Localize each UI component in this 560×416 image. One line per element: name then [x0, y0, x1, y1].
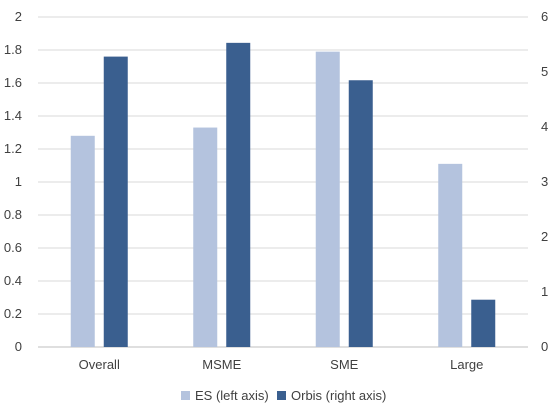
bar-orbis-large — [471, 299, 496, 347]
left-tick-label: 1.2 — [4, 141, 22, 156]
legend: ES (left axis) Orbis (right axis) — [181, 388, 386, 403]
bar-orbis-msme — [226, 42, 251, 347]
right-tick-label: 0 — [541, 339, 548, 354]
legend-label: ES (left axis) — [195, 388, 269, 403]
right-tick-label: 1 — [541, 284, 548, 299]
left-tick-label: 0.6 — [4, 240, 22, 255]
legend-label: Orbis (right axis) — [291, 388, 386, 403]
right-tick-label: 6 — [541, 9, 548, 24]
bar-orbis-sme — [348, 80, 373, 347]
left-tick-label: 2 — [15, 9, 22, 24]
right-tick-label: 2 — [541, 229, 548, 244]
bar-es-msme — [193, 127, 218, 347]
bar-orbis-overall — [103, 56, 128, 347]
left-tick-label: 1 — [15, 174, 22, 189]
right-tick-label: 5 — [541, 64, 548, 79]
left-tick-label: 0.8 — [4, 207, 22, 222]
left-tick-label: 1.6 — [4, 75, 22, 90]
category-label: Large — [450, 357, 483, 372]
category-label: Overall — [79, 357, 120, 372]
left-tick-label: 0.2 — [4, 306, 22, 321]
category-label: SME — [330, 357, 359, 372]
right-tick-label: 3 — [541, 174, 548, 189]
legend-swatch — [181, 391, 190, 400]
left-tick-label: 0 — [15, 339, 22, 354]
left-tick-label: 0.4 — [4, 273, 22, 288]
bar-es-sme — [315, 51, 340, 348]
bar-es-large — [438, 163, 463, 347]
bar-es-overall — [70, 135, 95, 347]
category-label: MSME — [202, 357, 241, 372]
left-axis-ticks: 0 0.2 0.4 0.6 0.8 1 1.2 1.4 1.6 1.8 2 — [4, 9, 22, 354]
left-tick-label: 1.8 — [4, 42, 22, 57]
bars — [70, 42, 496, 348]
right-tick-label: 4 — [541, 119, 548, 134]
left-tick-label: 1.4 — [4, 108, 22, 123]
right-axis-ticks: 0 1 2 3 4 5 6 — [541, 9, 548, 354]
legend-swatch — [277, 391, 286, 400]
category-labels: Overall MSME SME Large — [79, 357, 484, 372]
